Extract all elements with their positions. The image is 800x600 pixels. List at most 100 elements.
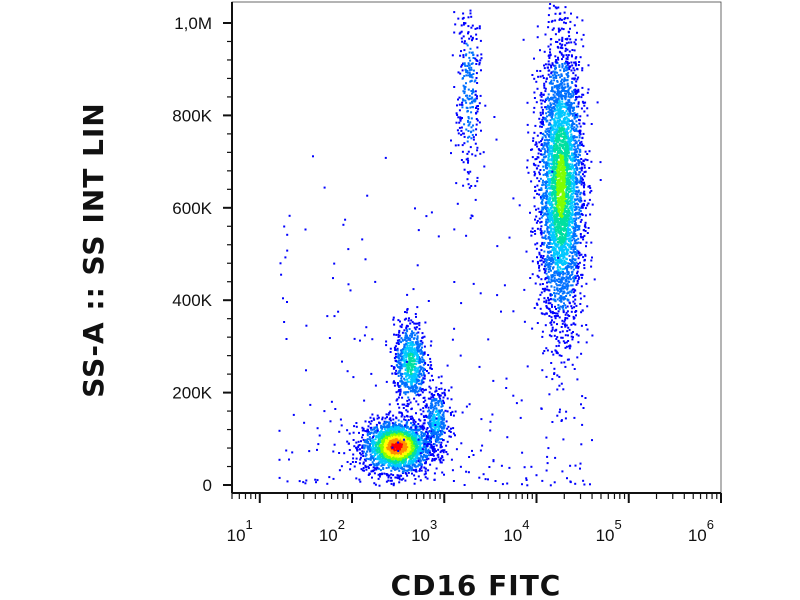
data-point — [424, 388, 427, 391]
data-point — [413, 378, 416, 381]
data-point — [554, 244, 557, 247]
data-point — [431, 394, 434, 397]
data-point — [555, 77, 558, 79]
data-point — [398, 357, 400, 360]
data-point — [383, 446, 386, 449]
data-point — [362, 467, 365, 469]
data-point — [398, 445, 401, 448]
data-point — [439, 425, 442, 428]
data-point — [421, 449, 424, 452]
data-point — [415, 439, 418, 441]
data-point — [428, 385, 431, 388]
data-point — [437, 448, 440, 451]
data-point — [381, 463, 384, 466]
data-point — [389, 450, 392, 452]
data-point — [573, 231, 576, 234]
data-point — [404, 479, 407, 482]
data-point — [385, 426, 388, 428]
data-point — [428, 391, 431, 394]
data-point — [390, 426, 393, 429]
data-point — [542, 146, 545, 149]
data-point — [585, 245, 587, 248]
data-point — [387, 431, 390, 434]
data-point — [388, 447, 391, 450]
data-point — [385, 440, 387, 443]
data-point — [405, 356, 408, 359]
data-point — [368, 473, 371, 475]
data-point — [405, 337, 408, 340]
data-point — [547, 54, 550, 57]
data-point — [587, 88, 590, 91]
data-point — [418, 434, 420, 437]
data-point — [438, 441, 441, 444]
data-point — [429, 411, 432, 414]
data-point — [380, 451, 383, 454]
data-point — [547, 202, 550, 205]
data-point — [389, 419, 392, 422]
data-point — [568, 144, 571, 146]
data-point — [403, 348, 406, 350]
data-point — [405, 448, 408, 451]
data-point — [420, 379, 423, 382]
data-point — [366, 432, 369, 435]
data-point — [419, 342, 422, 345]
data-point — [392, 418, 395, 421]
data-point — [565, 341, 568, 344]
data-point — [416, 456, 418, 459]
data-point — [407, 385, 410, 388]
data-point — [393, 323, 396, 326]
data-point — [405, 409, 408, 412]
data-point — [440, 405, 443, 408]
data-point — [551, 254, 554, 257]
data-point — [406, 431, 409, 434]
data-point — [399, 435, 402, 438]
data-point — [563, 102, 566, 105]
data-point — [410, 375, 413, 378]
data-point — [474, 79, 477, 82]
data-point — [552, 224, 555, 227]
data-point — [378, 422, 381, 425]
data-point — [547, 257, 550, 260]
data-point — [556, 211, 558, 214]
data-point — [555, 308, 557, 310]
data-point — [413, 463, 416, 466]
data-point — [559, 331, 562, 334]
data-point — [564, 313, 567, 316]
data-point — [581, 203, 584, 206]
data-point — [444, 409, 447, 412]
data-point — [377, 462, 380, 465]
data-point — [551, 312, 554, 315]
data-point — [369, 416, 372, 419]
data-point — [409, 346, 411, 349]
data-point — [428, 449, 431, 452]
data-point — [558, 341, 561, 344]
data-point — [407, 462, 410, 465]
data-point — [459, 54, 462, 57]
data-point — [387, 479, 390, 482]
data-point — [573, 115, 576, 118]
data-point — [555, 93, 558, 96]
data-point — [395, 460, 398, 463]
data-point — [379, 434, 382, 437]
data-point — [402, 470, 405, 473]
data-point — [464, 85, 467, 88]
data-point — [430, 414, 433, 417]
data-point — [563, 267, 566, 270]
data-point — [552, 135, 555, 138]
data-point — [467, 183, 470, 186]
data-point — [560, 241, 562, 244]
data-point — [402, 350, 405, 353]
data-point — [361, 446, 364, 449]
data-point — [576, 249, 579, 252]
data-point — [388, 403, 391, 406]
data-point — [458, 126, 461, 129]
data-point — [436, 431, 439, 434]
data-point — [545, 112, 548, 115]
data-point — [410, 369, 413, 372]
data-point — [368, 436, 371, 439]
data-point — [561, 234, 564, 237]
data-point — [552, 163, 555, 166]
data-point — [411, 389, 414, 392]
data-point — [419, 459, 422, 462]
data-point — [395, 369, 398, 372]
